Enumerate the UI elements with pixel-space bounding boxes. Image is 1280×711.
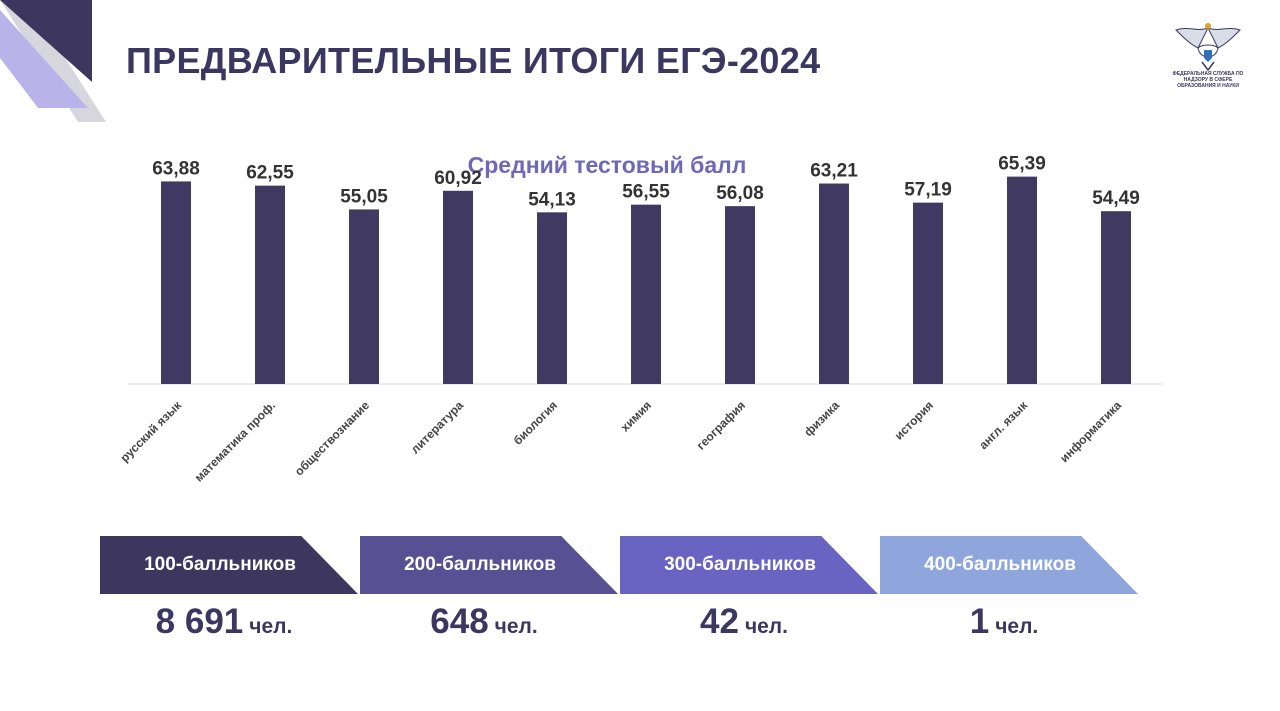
category-label-11: информатика (1057, 398, 1124, 465)
data-label-2: 62,55 (246, 163, 294, 184)
count-unit: чел. (744, 615, 788, 638)
bar-11 (1101, 211, 1131, 384)
data-label-5: 54,13 (528, 189, 576, 210)
count-300-scorers: 42 чел. (615, 602, 873, 642)
category-label-5: биология (511, 398, 560, 447)
bar-8 (819, 183, 849, 384)
count-value: 1 (969, 602, 990, 641)
category-label-6: химия (618, 398, 654, 434)
bar-7 (725, 206, 755, 384)
data-label-1: 63,88 (152, 158, 200, 179)
category-label-4: литература (408, 398, 466, 456)
data-label-11: 54,49 (1092, 188, 1140, 209)
badge-300-scorers: 300-балльников (620, 536, 878, 594)
count-value: 648 (430, 602, 489, 641)
chart-title: Средний тестовый балл (467, 152, 747, 178)
count-200-scorers: 648 чел. (355, 602, 613, 642)
category-label-10: англ. язык (976, 398, 1031, 453)
bar-6 (631, 204, 661, 384)
category-label-3: обществознание (292, 398, 372, 478)
badge-400-scorers: 400-балльников (880, 536, 1138, 594)
badge-100-scorers: 100-балльников (100, 536, 358, 594)
data-label-8: 63,21 (810, 161, 858, 182)
data-label-4: 60,92 (434, 168, 482, 189)
data-label-7: 56,08 (716, 183, 764, 204)
bar-4 (443, 190, 473, 384)
badge-200-scorers: 200-балльников (360, 536, 618, 594)
category-label-8: физика (801, 398, 842, 439)
count-value: 42 (700, 602, 739, 641)
score-summary: 100-балльников 8 691 чел. 200-балльников … (0, 536, 1280, 686)
data-label-6: 56,55 (622, 182, 670, 203)
category-label-1: русский язык (117, 398, 184, 465)
count-unit: чел. (494, 615, 538, 638)
data-label-10: 65,39 (998, 154, 1046, 175)
corner-decoration (0, 0, 106, 122)
bar-10 (1007, 176, 1037, 384)
category-label-9: история (892, 398, 936, 442)
bar-5 (537, 212, 567, 384)
count-100-scorers: 8 691 чел. (95, 602, 353, 642)
bar-3 (349, 209, 379, 384)
bar-1 (161, 181, 191, 384)
count-value: 8 691 (155, 602, 244, 641)
bar-2 (255, 185, 285, 384)
logo-caption: ФЕДЕРАЛЬНАЯ СЛУЖБА ПО НАДЗОРУ В СФЕРЕ ОБ… (1172, 71, 1244, 89)
bar-9 (913, 202, 943, 384)
count-unit: чел. (249, 615, 293, 638)
page-title: ПРЕДВАРИТЕЛЬНЫЕ ИТОГИ ЕГЭ-2024 (126, 40, 821, 81)
count-400-scorers: 1 чел. (875, 602, 1133, 642)
eagle-emblem-icon (1175, 23, 1241, 72)
data-label-3: 55,05 (340, 186, 388, 207)
count-unit: чел. (995, 615, 1039, 638)
category-label-2: математика проф. (192, 398, 278, 484)
data-label-9: 57,19 (904, 180, 952, 201)
category-label-7: география (694, 398, 748, 452)
